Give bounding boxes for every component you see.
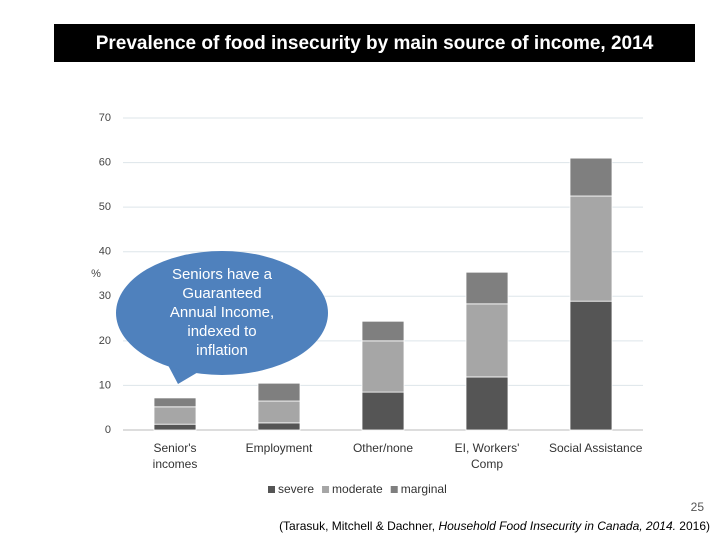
y-tick-label: 60 xyxy=(99,156,111,168)
bar-segment xyxy=(361,391,405,431)
callout-text: indexed to xyxy=(187,323,256,340)
bar-segment xyxy=(465,303,509,378)
x-tick-label: Social Assistance xyxy=(549,441,643,455)
bar-segment xyxy=(361,320,405,342)
legend-label: marginal xyxy=(401,482,447,496)
bar-segment xyxy=(569,300,613,431)
x-tick-label: Senior's incomes xyxy=(152,441,198,471)
chart-title: Prevalence of food insecurity by main so… xyxy=(54,24,695,62)
y-axis-label: % xyxy=(91,268,101,280)
callout-text: Annual Income, xyxy=(170,304,274,321)
y-tick-label: 40 xyxy=(99,246,111,258)
callout-text: inflation xyxy=(196,342,248,359)
bar-segment xyxy=(361,340,405,393)
bar-segment xyxy=(569,195,613,302)
x-tick-label: Other/none xyxy=(352,441,414,455)
bar-segment xyxy=(569,157,613,197)
y-tick-label: 70 xyxy=(99,112,111,124)
y-tick-label: 30 xyxy=(99,290,111,302)
bar-segment xyxy=(257,400,301,424)
x-tick-label: Employment xyxy=(245,441,313,455)
bar-segment xyxy=(153,397,197,408)
y-tick-label: 0 xyxy=(105,424,111,436)
legend-swatch xyxy=(322,486,330,493)
bar-segment xyxy=(153,423,197,431)
y-tick-label: 10 xyxy=(99,379,111,391)
y-tick-label: 20 xyxy=(99,335,111,347)
citation-part: 2016) xyxy=(675,519,710,533)
legend-label: severe xyxy=(278,482,314,496)
bar-segment xyxy=(257,422,301,431)
callout-text: Guaranteed xyxy=(182,285,261,302)
legend-swatch xyxy=(390,486,398,493)
legend-swatch xyxy=(268,486,275,493)
callout-bubble xyxy=(116,251,328,375)
citation-part: (Tarasuk, Mitchell & Dachner, xyxy=(279,519,439,533)
bar-segment xyxy=(465,271,509,305)
bar-segment xyxy=(153,406,197,425)
callout-text: Seniors have a xyxy=(172,266,273,283)
page-number: 25 xyxy=(690,500,704,514)
citation-part: Household Food Insecurity in Canada, 201… xyxy=(438,519,676,533)
x-tick-label: EI, Workers' Comp xyxy=(454,441,520,471)
citation: (Tarasuk, Mitchell & Dachner, Household … xyxy=(279,519,710,533)
legend-label: moderate xyxy=(332,482,383,496)
bar-segment xyxy=(465,376,509,431)
y-tick-label: 50 xyxy=(99,201,111,213)
bar-segment xyxy=(257,382,301,402)
